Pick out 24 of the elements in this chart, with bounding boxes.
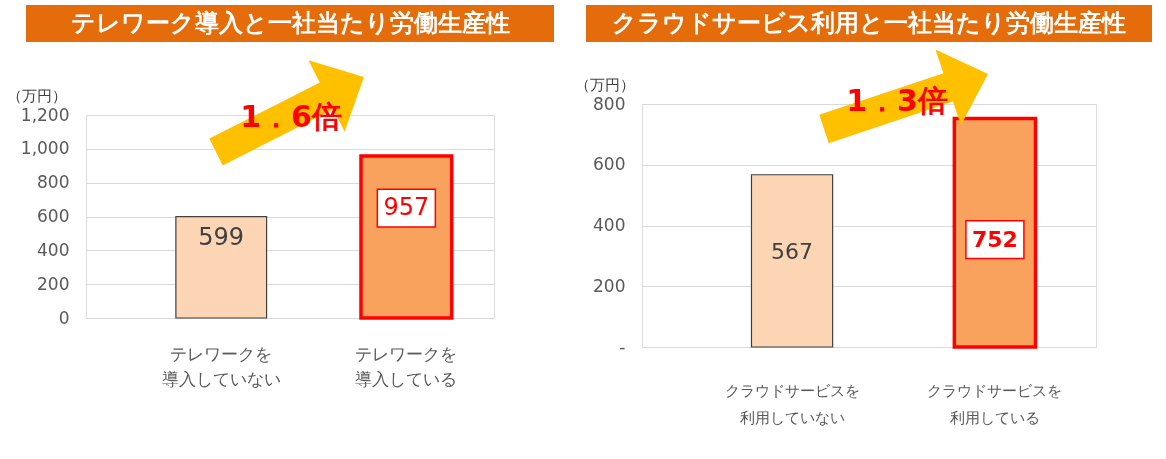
y-tick-label: 800 <box>37 172 70 193</box>
data-label: 599 <box>198 222 245 251</box>
y-axis-title: （万円） <box>574 75 635 94</box>
data-label: 957 <box>383 193 430 222</box>
y-tick-label: 800 <box>593 93 626 114</box>
y-tick-label: 1,000 <box>20 138 70 159</box>
y-tick-label: 600 <box>593 154 626 175</box>
y-tick-label: 400 <box>593 215 626 235</box>
chart-title: テレワーク導入と一社当たり労働生産性 <box>70 9 510 37</box>
y-axis-title: （万円） <box>6 86 67 105</box>
y-tick-label: - <box>619 336 626 357</box>
data-label: 752 <box>971 226 1018 252</box>
y-tick-label: 400 <box>37 239 70 260</box>
x-tick-label: クラウドサービスを利用している <box>927 381 1063 427</box>
data-label: 567 <box>771 238 814 264</box>
y-tick-label: 1,200 <box>20 104 70 125</box>
y-tick-label: 0 <box>58 307 70 328</box>
x-tick-label: クラウドサービスを利用していない <box>724 381 860 427</box>
x-tick-label: テレワークを導入している <box>355 343 458 389</box>
y-tick-label: 600 <box>37 206 70 226</box>
y-tick-label: 200 <box>593 275 626 296</box>
y-tick-label: 200 <box>37 273 70 294</box>
x-tick-label: テレワークを導入していない <box>161 343 281 389</box>
chart-title: クラウドサービス利用と一社当たり労働生産性 <box>612 9 1126 37</box>
